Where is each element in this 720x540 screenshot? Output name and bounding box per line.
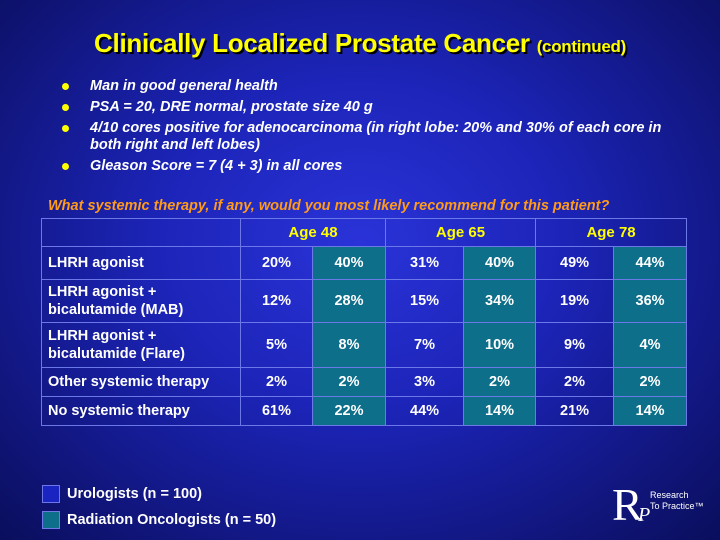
logo-line-2: To Practice™ [650, 501, 704, 511]
header-age-65: Age 65 [385, 218, 537, 247]
oncologist-cell: 40% [463, 246, 537, 280]
table-row: Other systemic therapy 2% 2% 3% 2% 2% 2% [41, 367, 688, 397]
oncologist-cell: 44% [613, 246, 688, 280]
legend-label: Urologists (n = 100) [67, 486, 202, 502]
oncologist-cell: 8% [311, 322, 387, 368]
header-age-48: Age 48 [239, 218, 387, 247]
bullet-dot-icon [62, 163, 69, 170]
table-row: LHRH agonist + bicalutamide (MAB) 12% 28… [41, 279, 688, 323]
urologist-cell: 9% [535, 322, 615, 368]
survey-question: What systemic therapy, if any, would you… [48, 198, 610, 214]
header-blank [41, 218, 241, 247]
table-row: LHRH agonist + bicalutamide (Flare) 5% 8… [41, 322, 688, 368]
oncologist-cell: 40% [311, 246, 387, 280]
logo-letter-p: P [638, 504, 651, 526]
results-table: Age 48 Age 65 Age 78 LHRH agonist 20% 40… [41, 218, 688, 426]
bullet-item: 4/10 cores positive for adenocarcinoma (… [62, 120, 662, 154]
row-label: LHRH agonist [41, 246, 241, 280]
urologist-cell: 31% [385, 246, 465, 280]
row-label: No systemic therapy [41, 396, 241, 426]
table-row: LHRH agonist 20% 40% 31% 40% 49% 44% [41, 246, 688, 280]
urologists-swatch-icon [42, 485, 60, 503]
oncologist-cell: 14% [613, 396, 688, 426]
bullet-dot-icon [62, 125, 69, 132]
urologist-cell: 19% [535, 279, 615, 323]
oncologist-cell: 36% [613, 279, 688, 323]
case-bullets: Man in good general health PSA = 20, DRE… [62, 78, 662, 179]
oncologist-cell: 4% [613, 322, 688, 368]
oncologists-swatch-icon [42, 511, 60, 529]
urologist-cell: 49% [535, 246, 615, 280]
urologist-cell: 5% [240, 322, 313, 368]
slide-title-main: Clinically Localized Prostate Cancer [94, 28, 530, 58]
legend-item-oncologists: Radiation Oncologists (n = 50) [42, 510, 276, 530]
oncologist-cell: 2% [613, 367, 688, 397]
row-label: LHRH agonist + bicalutamide (Flare) [41, 322, 241, 368]
research-to-practice-logo: R P Research To Practice™ [612, 478, 712, 530]
bullet-item: Gleason Score = 7 (4 + 3) in all cores [62, 158, 662, 175]
oncologist-cell: 2% [311, 367, 387, 397]
oncologist-cell: 2% [463, 367, 537, 397]
urologist-cell: 44% [385, 396, 465, 426]
bullet-text: PSA = 20, DRE normal, prostate size 40 g [90, 99, 373, 115]
bullet-dot-icon [62, 83, 69, 90]
bullet-item: PSA = 20, DRE normal, prostate size 40 g [62, 99, 662, 116]
urologist-cell: 12% [240, 279, 313, 323]
legend-item-urologists: Urologists (n = 100) [42, 484, 276, 504]
bullet-dot-icon [62, 104, 69, 111]
bullet-text: 4/10 cores positive for adenocarcinoma (… [90, 120, 662, 153]
logo-line-1: Research [650, 490, 689, 500]
oncologist-cell: 14% [463, 396, 537, 426]
oncologist-cell: 28% [311, 279, 387, 323]
urologist-cell: 21% [535, 396, 615, 426]
bullet-item: Man in good general health [62, 78, 662, 95]
legend: Urologists (n = 100) Radiation Oncologis… [42, 484, 276, 536]
bullet-text: Man in good general health [90, 78, 278, 94]
row-label: LHRH agonist + bicalutamide (MAB) [41, 279, 241, 323]
urologist-cell: 61% [240, 396, 313, 426]
legend-label: Radiation Oncologists (n = 50) [67, 512, 277, 528]
table-header-row: Age 48 Age 65 Age 78 [41, 218, 688, 247]
bullet-text: Gleason Score = 7 (4 + 3) in all cores [90, 158, 343, 174]
urologist-cell: 3% [385, 367, 465, 397]
urologist-cell: 2% [535, 367, 615, 397]
oncologist-cell: 10% [463, 322, 537, 368]
urologist-cell: 15% [385, 279, 465, 323]
urologist-cell: 2% [240, 367, 313, 397]
slide-title: Clinically Localized Prostate Cancer (co… [0, 28, 720, 59]
header-age-78: Age 78 [535, 218, 688, 247]
oncologist-cell: 34% [463, 279, 537, 323]
row-label: Other systemic therapy [41, 367, 241, 397]
oncologist-cell: 22% [311, 396, 387, 426]
urologist-cell: 7% [385, 322, 465, 368]
slide-title-suffix: (continued) [536, 37, 627, 56]
logo-letter-r: R [612, 479, 643, 530]
table-row: No systemic therapy 61% 22% 44% 14% 21% … [41, 396, 688, 426]
logo-text: Research To Practice™ [650, 490, 704, 512]
urologist-cell: 20% [240, 246, 313, 280]
